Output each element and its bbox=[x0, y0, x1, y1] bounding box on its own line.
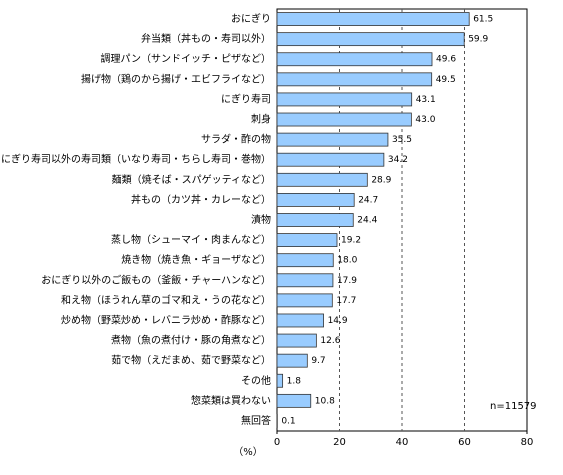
bar bbox=[276, 32, 465, 47]
bar bbox=[276, 52, 433, 67]
bar bbox=[276, 253, 334, 268]
y-tick-label: おにぎり bbox=[231, 12, 271, 25]
y-tick-label: 刺身 bbox=[251, 113, 271, 126]
bar bbox=[276, 112, 412, 127]
value-label: 49.6 bbox=[436, 55, 456, 65]
bar bbox=[276, 333, 317, 348]
bar bbox=[276, 12, 470, 26]
y-tick-label: おにぎり以外のご飯もの（釜飯・チャーハンなど） bbox=[41, 273, 271, 286]
y-tick-label: 焼き物（焼き魚・ギョーザなど） bbox=[121, 253, 271, 266]
value-label: 43.1 bbox=[416, 95, 436, 105]
bar bbox=[276, 132, 389, 147]
value-label: 17.7 bbox=[336, 296, 356, 306]
bar bbox=[276, 273, 334, 288]
y-tick-label: 調理パン（サンドイッチ・ピザなど） bbox=[101, 52, 272, 65]
y-tick-label: 麺類（焼そば・スパゲッティなど） bbox=[112, 173, 271, 186]
x-tick-label: 60 bbox=[458, 437, 471, 448]
value-label: 10.8 bbox=[315, 396, 335, 406]
bar bbox=[276, 72, 433, 87]
value-label: 28.9 bbox=[371, 175, 391, 185]
value-label: 19.2 bbox=[341, 236, 361, 246]
bar bbox=[276, 393, 312, 408]
y-tick-label: にぎり寿司以外の寿司類（いなり寿司・ちらし寿司・巻物） bbox=[1, 153, 271, 166]
bar bbox=[276, 373, 284, 388]
y-tick-label: 和え物（ほうれん草のゴマ和え・うの花など） bbox=[61, 293, 271, 306]
bar bbox=[276, 313, 324, 328]
value-label: 43.0 bbox=[415, 115, 435, 125]
value-label: 1.8 bbox=[287, 376, 302, 386]
bar bbox=[276, 213, 354, 227]
value-label: 59.9 bbox=[468, 35, 488, 45]
y-tick-label: 弁当類（丼もの・寿司以外） bbox=[141, 32, 271, 45]
bar bbox=[276, 293, 333, 308]
x-tick-label: 20 bbox=[333, 437, 346, 448]
bar bbox=[276, 233, 338, 247]
bar bbox=[276, 172, 368, 187]
value-label: 24.4 bbox=[357, 216, 377, 226]
value-label: 61.5 bbox=[473, 15, 493, 25]
x-tick-label: 0 bbox=[274, 437, 280, 448]
value-label: 14.9 bbox=[328, 316, 348, 326]
y-tick-label: 揚げ物（鶏のから揚げ・エビフライなど） bbox=[81, 72, 271, 85]
y-tick-label: 惣菜類は買わない bbox=[191, 394, 271, 407]
y-tick-label: 無回答 bbox=[241, 414, 271, 427]
y-tick-label: 茹で物（えだまめ、茹で野菜など） bbox=[111, 354, 271, 367]
value-label: 0.1 bbox=[281, 416, 295, 426]
y-tick-label: 煮物（魚の煮付け・豚の角煮など） bbox=[111, 334, 271, 347]
y-tick-label: 丼もの（カツ丼・カレーなど） bbox=[131, 193, 271, 206]
value-label: 34.2 bbox=[388, 155, 408, 165]
x-axis-label: （%） bbox=[233, 446, 263, 458]
y-tick-label: その他 bbox=[241, 374, 271, 387]
value-label: 18.0 bbox=[337, 256, 357, 266]
value-label: 17.9 bbox=[337, 276, 357, 286]
bar bbox=[276, 92, 413, 107]
y-tick-label: 漬物 bbox=[251, 213, 271, 226]
value-label: 24.7 bbox=[358, 195, 378, 205]
value-label: 35.5 bbox=[392, 135, 412, 145]
bar bbox=[276, 152, 385, 167]
value-label: 49.5 bbox=[436, 75, 456, 85]
y-tick-label: にぎり寿司 bbox=[221, 92, 271, 105]
y-tick-label: 蒸し物（シューマイ・肉まんなど） bbox=[111, 233, 271, 246]
annotation: n=11579 bbox=[490, 401, 537, 412]
bar bbox=[276, 353, 308, 368]
value-label: 12.6 bbox=[320, 336, 340, 346]
x-tick-label: 40 bbox=[396, 437, 409, 448]
x-tick-label: 80 bbox=[521, 437, 534, 448]
value-label: 9.7 bbox=[311, 356, 325, 366]
y-tick-label: サラダ・酢の物 bbox=[201, 133, 271, 146]
y-tick-label: 炒め物（野菜炒め・レバニラ炒め・酢豚など） bbox=[61, 313, 271, 326]
bar bbox=[276, 193, 355, 207]
